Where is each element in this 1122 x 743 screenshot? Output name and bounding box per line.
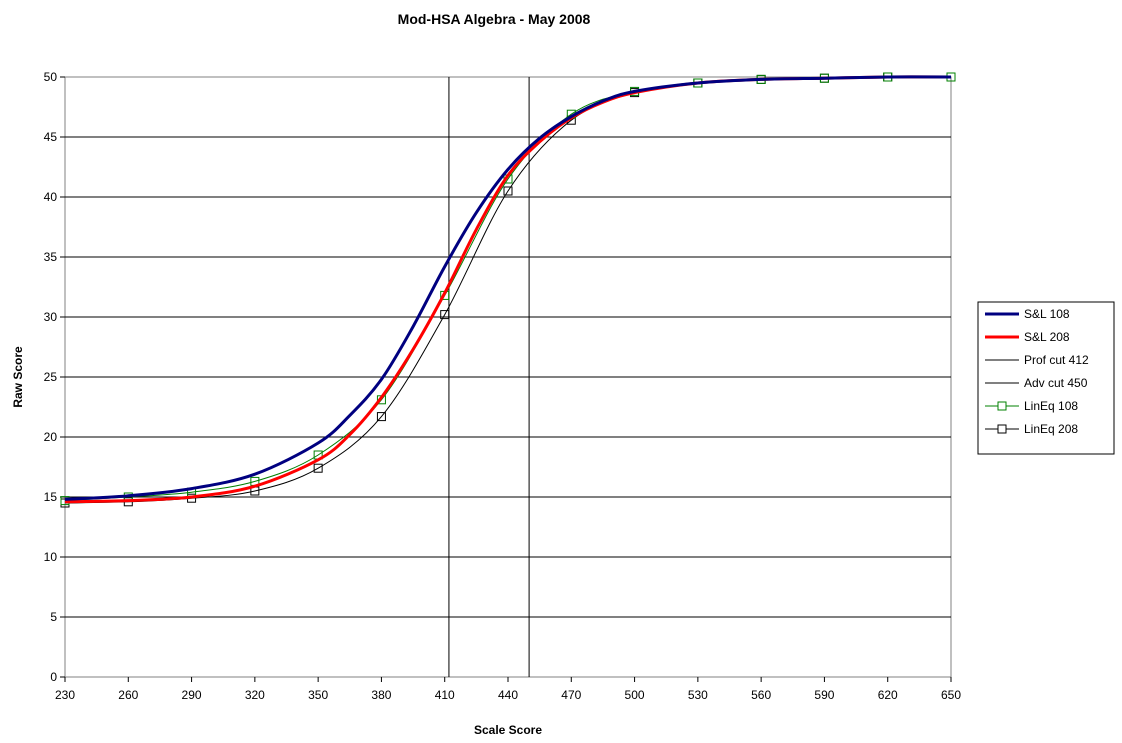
y-tick-label: 10 bbox=[44, 550, 58, 564]
x-tick-label: 410 bbox=[435, 688, 455, 702]
legend-item-1: S&L 208 bbox=[985, 330, 1070, 344]
x-tick-label: 380 bbox=[371, 688, 391, 702]
y-tick-label: 50 bbox=[44, 70, 58, 84]
y-axis-label: Raw Score bbox=[11, 346, 25, 408]
data-point bbox=[376, 412, 386, 422]
y-tick-label: 5 bbox=[50, 610, 57, 624]
y-tick-label: 45 bbox=[44, 130, 58, 144]
x-tick-label: 350 bbox=[308, 688, 328, 702]
x-tick-label: 620 bbox=[878, 688, 898, 702]
legend-marker bbox=[997, 424, 1007, 434]
x-axis-ticks: 230 260 290 320 350 380 410 440 470 500 530 560 590 6… bbox=[55, 677, 961, 702]
legend-label: Adv cut 450 bbox=[1024, 376, 1088, 390]
x-tick-label: 470 bbox=[561, 688, 581, 702]
x-tick-label: 530 bbox=[688, 688, 708, 702]
legend-label: LinEq 208 bbox=[1024, 422, 1078, 436]
x-axis-label: Scale Score bbox=[474, 723, 542, 737]
series-layer bbox=[60, 72, 956, 677]
series-line bbox=[64, 75, 952, 501]
y-tick-label: 15 bbox=[44, 490, 58, 504]
legend-item-2: Prof cut 412 bbox=[985, 353, 1089, 367]
legend-label: Prof cut 412 bbox=[1024, 353, 1089, 367]
legend-label: S&L 108 bbox=[1024, 307, 1070, 321]
y-tick-label: 0 bbox=[50, 670, 57, 684]
legend-marker bbox=[997, 401, 1007, 411]
y-axis-ticks: 0 5 10 15 20 25 30 35 40 45 50 bbox=[44, 70, 65, 684]
x-tick-label: 560 bbox=[751, 688, 771, 702]
legend-item-5: LinEq 208 bbox=[985, 422, 1078, 436]
x-tick-label: 590 bbox=[814, 688, 834, 702]
chart-title: Mod-HSA Algebra - May 2008 bbox=[398, 11, 591, 27]
legend: S&L 108 S&L 208 Prof cut 412 Adv cut 450 Lin… bbox=[977, 301, 1115, 455]
data-point bbox=[503, 186, 513, 196]
y-tick-label: 35 bbox=[44, 250, 58, 264]
legend-label: LinEq 108 bbox=[1024, 399, 1078, 413]
legend-item-4: LinEq 108 bbox=[985, 399, 1078, 413]
legend-label: S&L 208 bbox=[1024, 330, 1070, 344]
data-point bbox=[440, 310, 450, 320]
x-tick-label: 260 bbox=[118, 688, 138, 702]
y-tick-label: 25 bbox=[44, 370, 58, 384]
data-point bbox=[313, 463, 323, 473]
series-0 bbox=[64, 75, 952, 501]
x-tick-label: 650 bbox=[941, 688, 961, 702]
y-tick-label: 20 bbox=[44, 430, 58, 444]
x-tick-label: 500 bbox=[625, 688, 645, 702]
x-tick-label: 290 bbox=[182, 688, 202, 702]
x-tick-label: 230 bbox=[55, 688, 75, 702]
y-tick-label: 40 bbox=[44, 190, 58, 204]
x-tick-label: 440 bbox=[498, 688, 518, 702]
legend-item-3: Adv cut 450 bbox=[985, 376, 1088, 390]
gridlines bbox=[65, 136, 951, 618]
x-tick-label: 320 bbox=[245, 688, 265, 702]
legend-item-0: S&L 108 bbox=[985, 307, 1070, 321]
y-tick-label: 30 bbox=[44, 310, 58, 324]
